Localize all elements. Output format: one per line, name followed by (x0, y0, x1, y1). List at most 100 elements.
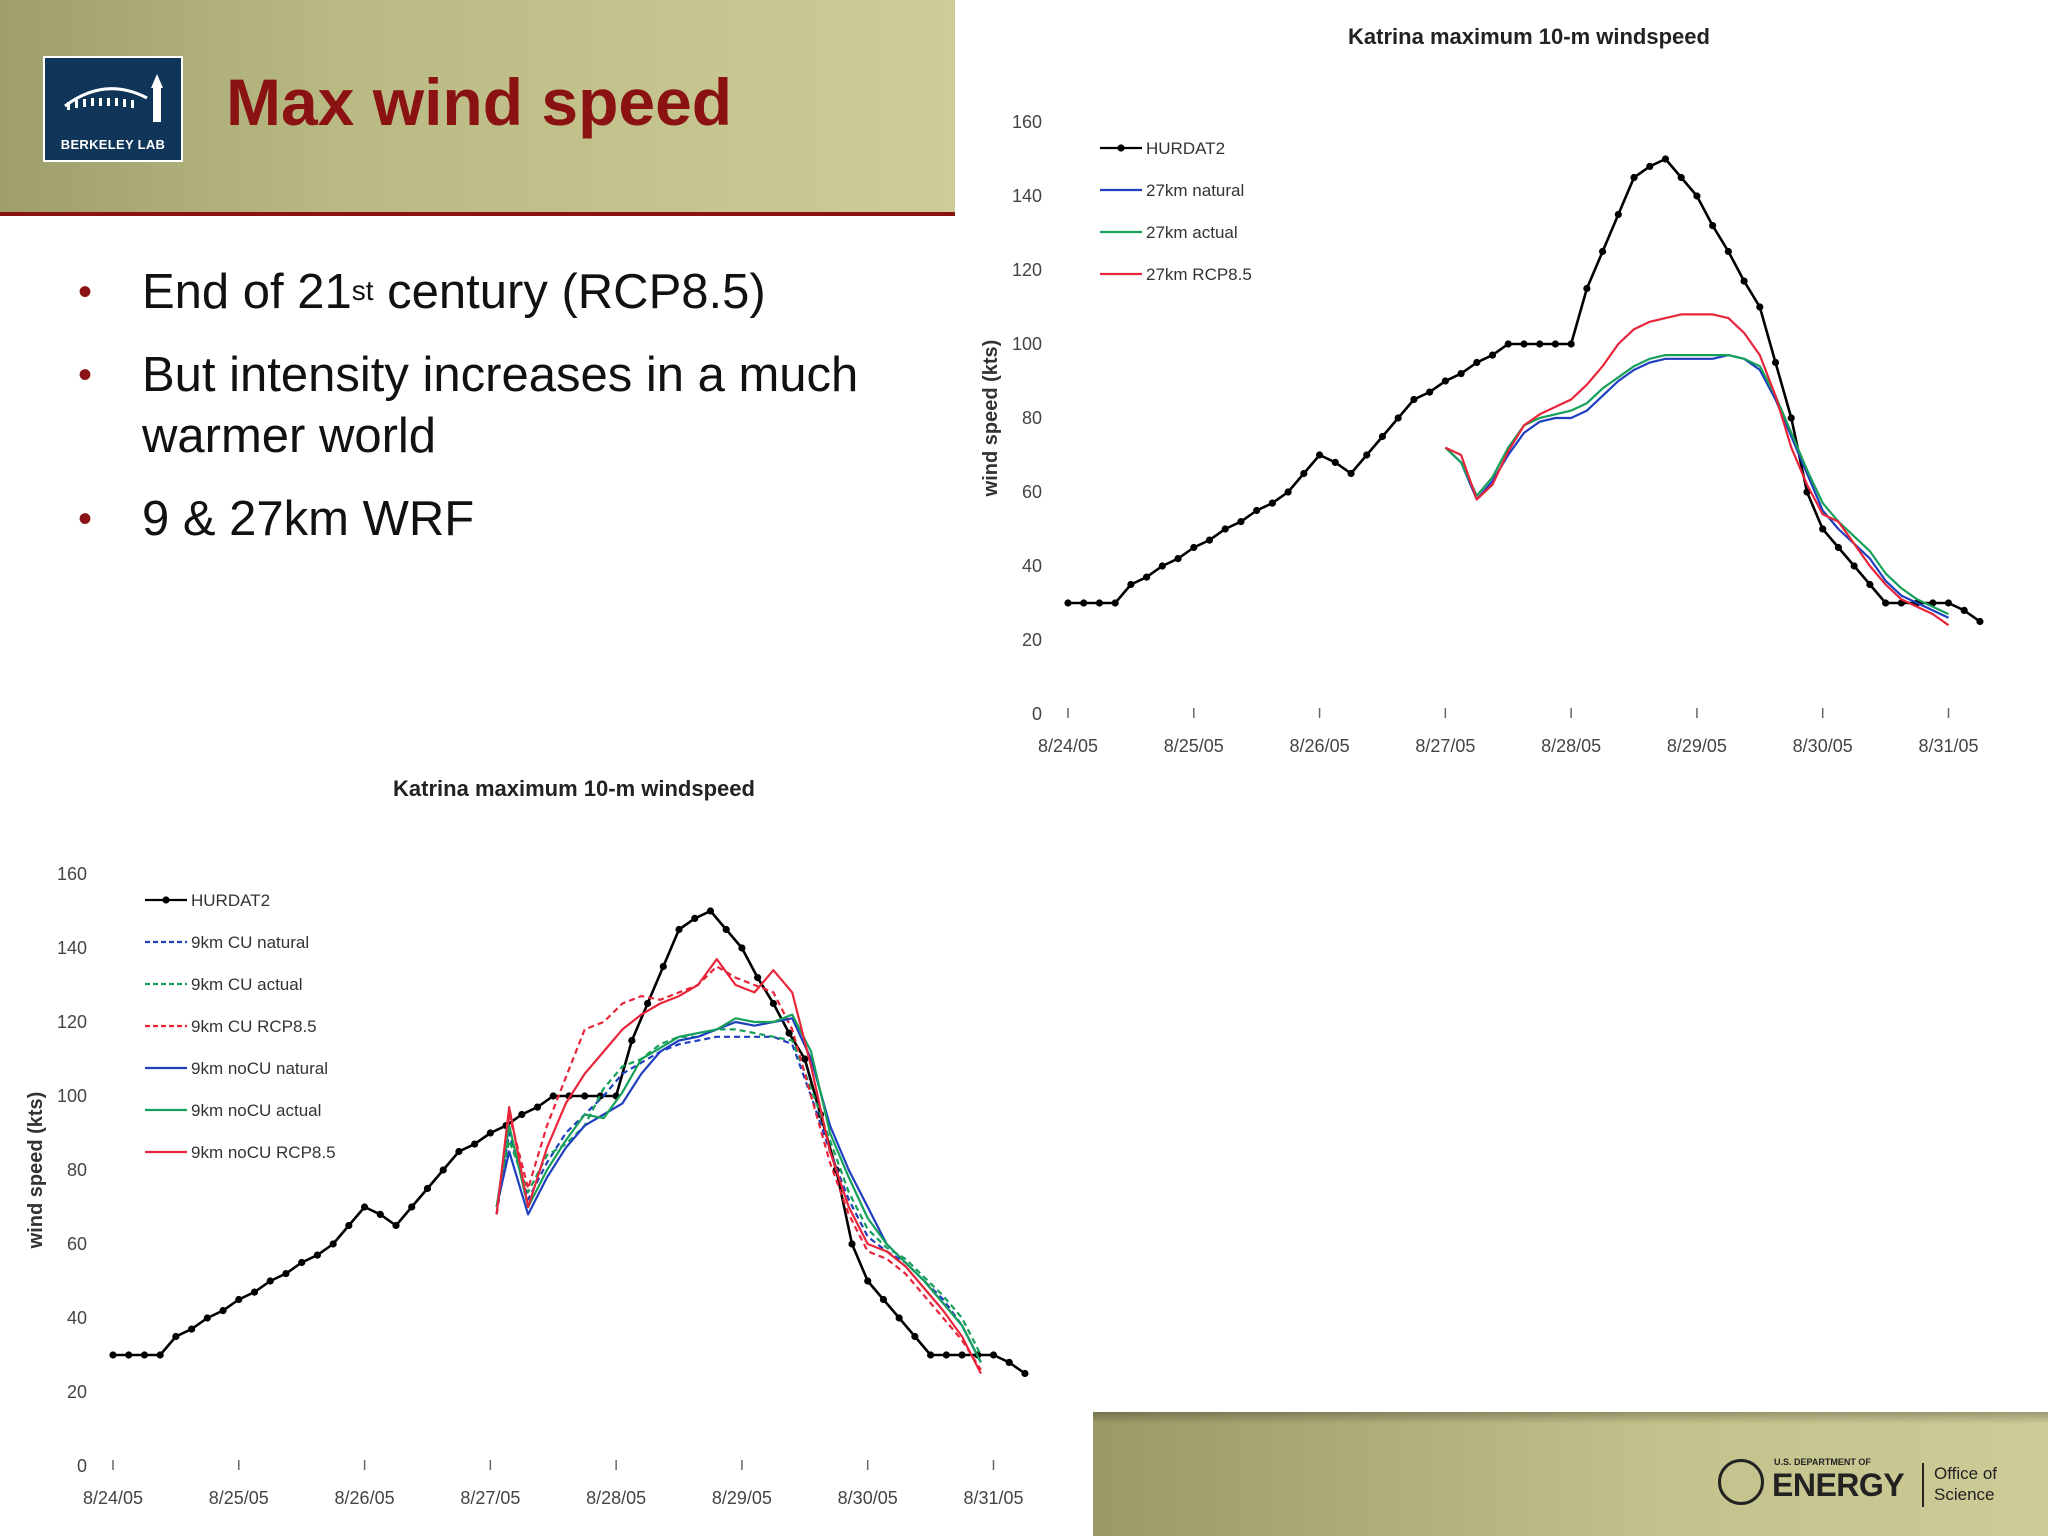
science-text: Science (1934, 1485, 1995, 1504)
footer-shadow (1093, 1412, 2048, 1424)
data-point (266, 1277, 274, 1285)
data-point (486, 1129, 494, 1137)
data-point (738, 944, 746, 952)
bullet-text: But intensity increases in a much warmer… (142, 348, 859, 463)
chart-27km: Katrina maximum 10-m windspeed 0 20 40 60 80 1… (955, 0, 2048, 785)
y-tick-label: 60 (1022, 482, 1042, 502)
y-tick-label: 60 (67, 1234, 87, 1254)
x-tick-label: 8/25/05 (209, 1488, 269, 1508)
data-point (533, 1103, 542, 1111)
bullet-text: End of 21 (142, 265, 352, 319)
y-tick-label: 140 (1012, 186, 1042, 206)
legend-label: HURDAT2 (191, 891, 270, 910)
data-point (1315, 451, 1324, 459)
office-of-text: Office of (1934, 1464, 1997, 1483)
data-point (1064, 599, 1072, 607)
data-point (203, 1314, 211, 1322)
data-point (675, 925, 683, 934)
data-point (1709, 222, 1717, 230)
legend-label: 27km RCP8.5 (1146, 265, 1252, 284)
bullet-item: • End of 21st century (RCP8.5) (78, 262, 958, 323)
doe-office-of-science-logo: U.S. DEPARTMENT OF ENERGY Office of Scie… (1718, 1455, 2018, 1515)
legend-label: 9km CU actual (191, 975, 302, 994)
data-point (1661, 155, 1670, 163)
data-point (1331, 458, 1339, 466)
header-divider (0, 212, 955, 216)
data-point (911, 1332, 919, 1341)
data-point (801, 1055, 809, 1063)
x-tick-label: 8/31/05 (963, 1488, 1023, 1508)
y-axis-label: wind speed (kts) (25, 1092, 47, 1250)
data-point (1866, 580, 1874, 589)
bullet-marker: • (78, 497, 93, 541)
bullet-text: 9 & 27km WRF (142, 492, 475, 546)
data-point (691, 914, 699, 922)
data-point (1158, 562, 1166, 570)
data-point (345, 1221, 353, 1230)
data-point (471, 1140, 479, 1148)
data-point (1976, 617, 1984, 626)
lab-building-icon (64, 74, 163, 122)
data-point (250, 1288, 259, 1296)
data-point (1284, 488, 1292, 496)
data-point (1378, 432, 1387, 441)
legend-label: 27km natural (1146, 181, 1244, 200)
y-tick-label: 80 (1022, 408, 1042, 428)
series-line (1444, 354, 1949, 619)
data-point (1567, 340, 1575, 348)
y-tick-label: 140 (57, 938, 87, 958)
data-point (376, 1210, 384, 1218)
data-point (298, 1258, 306, 1267)
data-point (1095, 599, 1104, 607)
data-point (109, 1351, 117, 1359)
data-point (1347, 469, 1355, 478)
footer-band (1093, 1412, 2048, 1536)
data-point (156, 1351, 164, 1359)
data-point (1646, 162, 1654, 170)
doe-office-text: Office of Science (1934, 1463, 1997, 1505)
data-point (235, 1295, 243, 1304)
x-tick-label: 8/29/05 (712, 1488, 772, 1508)
data-point (1583, 284, 1591, 293)
data-point (1205, 536, 1214, 544)
series-line (495, 958, 982, 1375)
x-tick-label: 8/28/05 (1541, 736, 1601, 756)
data-point (1614, 210, 1622, 219)
data-point (455, 1147, 463, 1156)
series-line (495, 965, 982, 1371)
bullet-item: • 9 & 27km WRF (78, 489, 958, 550)
y-tick-label: 40 (1022, 556, 1042, 576)
data-point (1441, 377, 1449, 385)
y-tick-label: 160 (57, 864, 87, 884)
data-point (125, 1351, 133, 1359)
x-tick-label: 8/29/05 (1667, 736, 1727, 756)
data-point (313, 1251, 321, 1259)
data-point (1268, 499, 1276, 507)
data-point (1237, 518, 1245, 526)
data-point (1944, 599, 1953, 607)
legend-label: HURDAT2 (1146, 139, 1225, 158)
data-point (848, 1240, 856, 1248)
data-point (895, 1314, 903, 1322)
y-tick-label: 80 (67, 1160, 87, 1180)
doe-energy-text: ENERGY (1772, 1467, 1905, 1503)
series-line (1444, 313, 1950, 627)
bullet-marker: • (78, 353, 93, 397)
data-point (1756, 303, 1764, 311)
data-point (329, 1240, 337, 1248)
berkeley-lab-logo: BERKELEY LAB (43, 56, 183, 162)
data-point (1080, 599, 1088, 607)
data-point (1504, 340, 1512, 348)
data-point (706, 907, 715, 915)
chart-background (955, 0, 2048, 785)
data-point (769, 999, 777, 1008)
bullet-marker: • (78, 270, 93, 314)
data-point (1021, 1369, 1029, 1378)
data-point (1677, 173, 1685, 182)
data-point (1834, 543, 1843, 552)
chart-9km: Katrina maximum 10-m windspeed 0 20 40 60 80 1… (0, 752, 1093, 1536)
y-tick-label: 120 (1012, 260, 1042, 280)
data-point (1005, 1358, 1013, 1366)
y-tick-label: 120 (57, 1012, 87, 1032)
data-point (1536, 340, 1544, 348)
